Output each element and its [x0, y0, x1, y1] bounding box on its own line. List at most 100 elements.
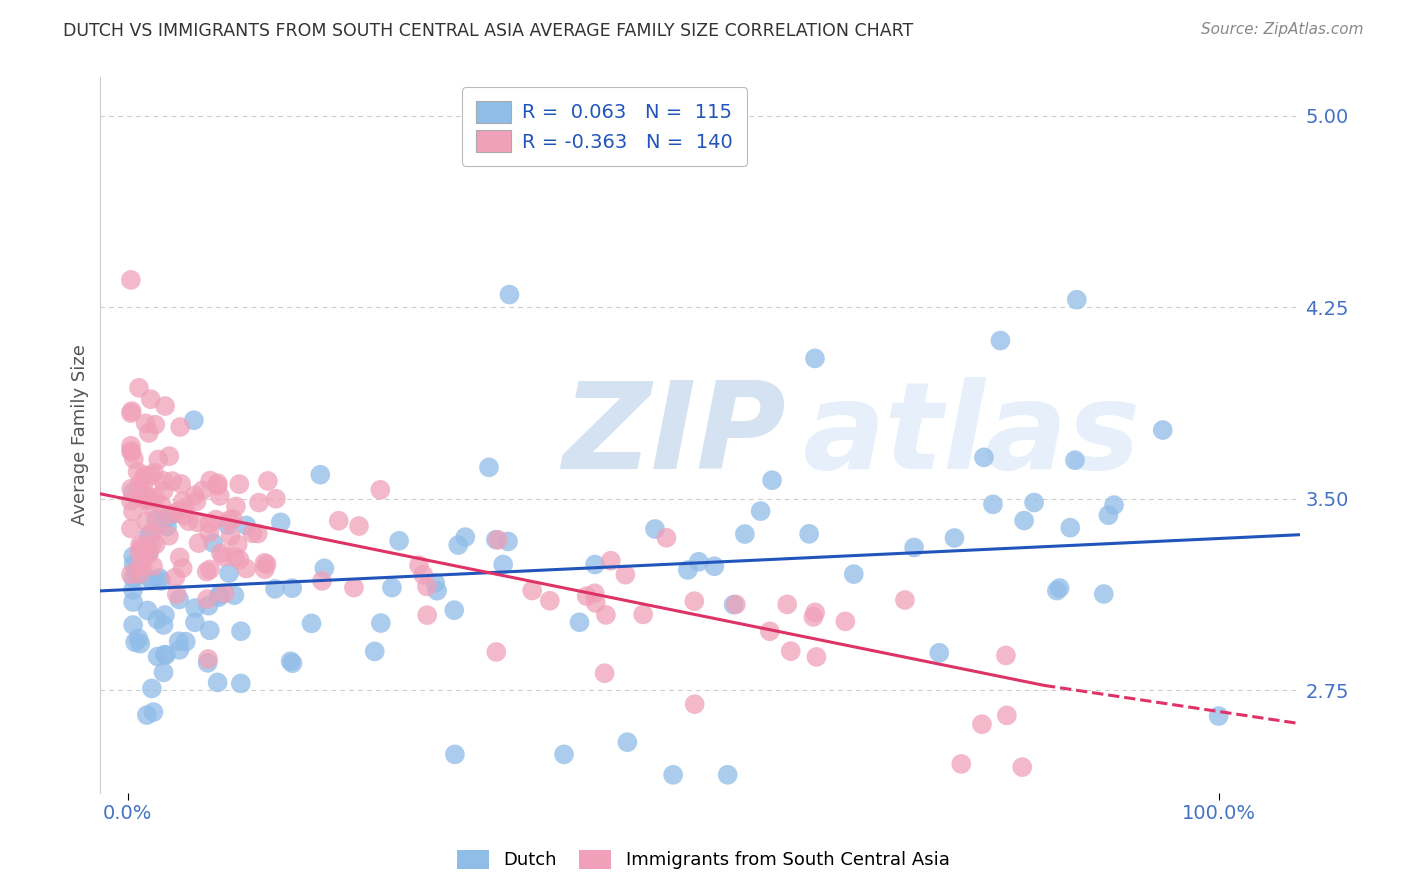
Point — [1011, 760, 1033, 774]
Point — [1097, 508, 1119, 523]
Point — [187, 516, 209, 530]
Point — [749, 504, 772, 518]
Point — [131, 540, 153, 554]
Point — [134, 544, 156, 558]
Point — [141, 538, 163, 552]
Point — [135, 417, 157, 431]
Point — [683, 697, 706, 711]
Point — [225, 500, 247, 514]
Point — [806, 649, 828, 664]
Point — [174, 500, 197, 515]
Point — [187, 536, 209, 550]
Point — [122, 571, 145, 585]
Point — [152, 665, 174, 680]
Point — [197, 652, 219, 666]
Point — [280, 654, 302, 668]
Point — [804, 351, 827, 366]
Point — [950, 756, 973, 771]
Point — [703, 559, 725, 574]
Point — [270, 516, 292, 530]
Point — [478, 460, 501, 475]
Point — [208, 489, 231, 503]
Point — [804, 606, 827, 620]
Point — [120, 444, 142, 458]
Point — [198, 525, 221, 540]
Point — [142, 705, 165, 719]
Point — [676, 563, 699, 577]
Point — [522, 583, 544, 598]
Point — [166, 587, 188, 601]
Point — [138, 528, 160, 542]
Point — [145, 512, 167, 526]
Point — [148, 452, 170, 467]
Point — [585, 596, 607, 610]
Point — [803, 610, 825, 624]
Point — [184, 615, 207, 630]
Text: atlas: atlas — [803, 376, 1140, 493]
Point — [129, 637, 152, 651]
Point — [139, 527, 162, 541]
Point — [207, 675, 229, 690]
Point — [131, 489, 153, 503]
Point — [152, 474, 174, 488]
Point — [122, 549, 145, 564]
Point — [970, 717, 993, 731]
Point — [219, 529, 242, 543]
Point — [163, 507, 186, 521]
Point — [153, 648, 176, 662]
Point — [388, 533, 411, 548]
Point — [160, 474, 183, 488]
Point — [311, 574, 333, 588]
Point — [281, 581, 304, 595]
Point — [212, 549, 235, 564]
Point — [138, 547, 160, 561]
Point — [141, 525, 163, 540]
Point — [235, 518, 257, 533]
Point — [492, 558, 515, 572]
Point — [314, 561, 336, 575]
Point — [157, 529, 180, 543]
Point — [143, 417, 166, 432]
Point — [593, 666, 616, 681]
Text: DUTCH VS IMMIGRANTS FROM SOUTH CENTRAL ASIA AVERAGE FAMILY SIZE CORRELATION CHAR: DUTCH VS IMMIGRANTS FROM SOUTH CENTRAL A… — [63, 22, 914, 40]
Point — [224, 550, 246, 565]
Point — [134, 468, 156, 483]
Point — [153, 607, 176, 622]
Point — [125, 563, 148, 577]
Point — [218, 566, 240, 581]
Point — [253, 562, 276, 576]
Point — [416, 608, 439, 623]
Point — [217, 518, 239, 533]
Point — [370, 615, 392, 630]
Point — [644, 522, 666, 536]
Point — [776, 598, 799, 612]
Point — [734, 527, 756, 541]
Point — [208, 590, 231, 604]
Point — [132, 475, 155, 490]
Point — [218, 513, 240, 527]
Point — [183, 413, 205, 427]
Point — [423, 575, 446, 590]
Point — [207, 476, 229, 491]
Point — [226, 537, 249, 551]
Point — [347, 519, 370, 533]
Point — [191, 483, 214, 498]
Point — [364, 644, 387, 658]
Point — [127, 632, 149, 646]
Point — [256, 558, 278, 572]
Point — [124, 635, 146, 649]
Point — [120, 406, 142, 420]
Point — [120, 439, 142, 453]
Point — [443, 603, 465, 617]
Point — [167, 634, 190, 648]
Point — [454, 530, 477, 544]
Point — [128, 545, 150, 559]
Point — [1208, 709, 1230, 723]
Point — [1066, 293, 1088, 307]
Point — [198, 562, 221, 576]
Point — [994, 648, 1017, 663]
Point — [184, 601, 207, 615]
Point — [146, 612, 169, 626]
Point — [138, 492, 160, 507]
Point — [224, 588, 246, 602]
